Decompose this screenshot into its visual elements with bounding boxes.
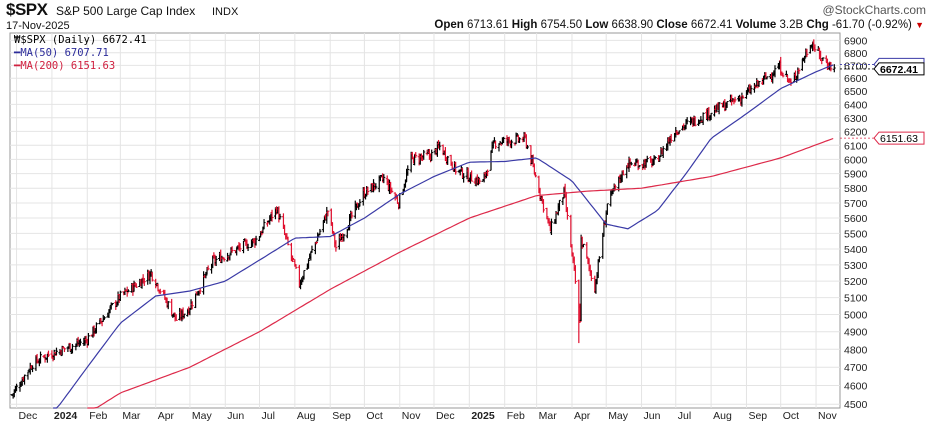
index-name: S&P 500 Large Cap Index: [56, 4, 196, 18]
x-tick-label: Nov: [402, 410, 421, 421]
chg-label: Chg: [806, 19, 829, 31]
low-label: Low: [585, 19, 609, 31]
x-tick-label: Jul: [678, 410, 691, 421]
x-tick-label: Mar: [122, 410, 141, 421]
x-tick-label: Sep: [332, 410, 351, 421]
x-tick-label: Oct: [366, 410, 382, 421]
down-triangle-icon: ▼: [915, 20, 924, 30]
ohlc-bar-icon: ₩: [14, 34, 21, 46]
x-tick-label: May: [608, 410, 629, 421]
ohlc-summary: Open 6713.61 High 6754.50 Low 6638.90 Cl…: [434, 18, 924, 32]
x-tick-label: Apr: [574, 410, 591, 421]
y-tick-label: 6700: [844, 60, 868, 72]
y-tick-label: 5200: [844, 276, 868, 288]
high-label: High: [511, 19, 538, 31]
high-value: 6754.50: [540, 19, 583, 31]
legend-price-text: $SPX (Daily) 6672.41: [20, 34, 147, 46]
legend-price: ₩$SPX (Daily) 6672.41: [14, 34, 147, 46]
price-last-value: 6672.41: [880, 64, 918, 76]
y-tick-label: 5100: [844, 293, 868, 305]
y-tick-label: 5700: [844, 198, 868, 210]
y-tick-label: 5900: [844, 169, 868, 181]
ma200-last-value-box: [873, 131, 925, 145]
x-tick-label: 2024: [54, 410, 78, 421]
y-tick-label: 5000: [844, 310, 868, 322]
x-tick-label: Aug: [713, 410, 732, 421]
y-tick-label: 6600: [844, 73, 868, 85]
y-tick-label: 6100: [844, 140, 868, 152]
low-value: 6638.90: [611, 19, 654, 31]
legend-ma50-text: MA(50) 6707.71: [20, 47, 109, 59]
x-tick-label: Mar: [539, 410, 558, 421]
y-tick-label: 4700: [844, 362, 868, 374]
y-tick-label: 6200: [844, 126, 868, 138]
x-tick-label: Dec: [19, 410, 38, 421]
y-tick-label: 4900: [844, 327, 868, 339]
y-tick-label: 6400: [844, 99, 868, 111]
y-tick-label: 6500: [844, 86, 868, 98]
price-last-value-box: [873, 62, 925, 76]
close-label: Close: [656, 19, 688, 31]
volume-value: 3.2B: [779, 19, 804, 31]
line-swatch-icon: ━: [14, 60, 21, 72]
open-label: Open: [434, 19, 464, 31]
x-tick-label: Dec: [436, 410, 455, 421]
y-tick-label: 6800: [844, 48, 868, 60]
exchange: INDX: [212, 6, 239, 18]
y-tick-label: 6900: [844, 35, 868, 47]
x-tick-label: Sep: [748, 410, 767, 421]
ma200-last-value: 6151.63: [880, 133, 918, 145]
x-tick-label: May: [192, 410, 213, 421]
y-tick-label: 5800: [844, 183, 868, 195]
x-tick-label: 2025: [471, 410, 495, 421]
x-tick-label: Jul: [261, 410, 274, 421]
x-tick-label: Oct: [783, 410, 799, 421]
symbol: $SPX: [6, 0, 48, 19]
x-tick-label: Feb: [89, 410, 107, 421]
y-tick-label: 5500: [844, 228, 868, 240]
plot-area: [9, 32, 841, 409]
chart-date: 17-Nov-2025: [6, 20, 70, 32]
y-tick-label: 6000: [844, 154, 868, 166]
line-swatch-icon: ━: [14, 47, 21, 59]
legend-ma200-text: MA(200) 6151.63: [20, 60, 116, 72]
watermark[interactable]: @StockCharts.com: [822, 3, 926, 17]
x-tick-label: Jun: [644, 410, 661, 421]
x-tick-label: Apr: [158, 410, 175, 421]
open-value: 6713.61: [467, 19, 509, 31]
x-tick-label: Aug: [297, 410, 316, 421]
x-tick-label: Jun: [227, 410, 244, 421]
legend-ma200: ━MA(200) 6151.63: [14, 60, 115, 72]
y-tick-label: 4500: [844, 399, 868, 411]
y-tick-label: 4800: [844, 344, 868, 356]
ma200-line: [87, 137, 834, 409]
ma50-line: [53, 64, 834, 409]
y-tick-label: 6300: [844, 113, 868, 125]
x-tick-label: Feb: [507, 410, 525, 421]
chg-value: -61.70 (-0.92%): [831, 19, 912, 31]
y-tick-label: 5400: [844, 244, 868, 256]
y-tick-label: 4600: [844, 381, 868, 393]
x-tick-label: Nov: [818, 410, 837, 421]
volume-label: Volume: [735, 19, 777, 31]
close-value: 6672.41: [690, 19, 733, 31]
y-tick-label: 5300: [844, 260, 868, 272]
legend-ma50: ━MA(50) 6707.71: [14, 47, 109, 59]
y-tick-label: 5600: [844, 213, 868, 225]
